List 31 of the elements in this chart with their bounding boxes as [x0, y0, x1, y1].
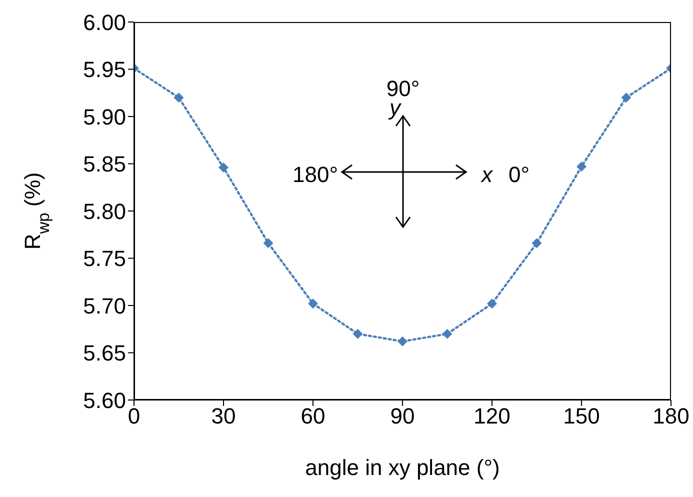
y-tick-label: 5.90 [83, 104, 126, 130]
x-tick-label: 90 [390, 404, 415, 429]
x-tick-label: 150 [563, 404, 600, 429]
point [621, 92, 632, 103]
point [218, 162, 228, 173]
point [308, 298, 318, 309]
annotation: 180° [292, 162, 338, 187]
point [398, 336, 408, 346]
point [352, 328, 363, 339]
annotation: x [480, 162, 494, 187]
point [576, 162, 586, 172]
y-tick-label: 5.85 [83, 152, 126, 177]
x-tick-label: 60 [300, 404, 326, 429]
annotation: 0° [508, 162, 530, 187]
point [442, 328, 452, 339]
y-tick-label: 5.80 [83, 198, 126, 224]
x-tick-label: 180 [652, 404, 690, 429]
point [532, 238, 542, 248]
x-tick-label: 30 [211, 404, 236, 429]
y-tick-label: 5.60 [83, 388, 126, 413]
x-tick-label: 0 [128, 404, 140, 429]
y-tick-label: 5.65 [83, 340, 126, 366]
x-tick-label: 120 [474, 404, 510, 429]
point [263, 238, 274, 248]
y-tick-label: 5.70 [83, 293, 126, 318]
point [487, 298, 497, 309]
y-tick-label: 6.00 [83, 10, 126, 35]
y-tick-label: 5.95 [83, 57, 126, 82]
x-axis-title: angle in xy plane (°) [305, 455, 500, 480]
y-tick-label: 5.75 [83, 246, 126, 272]
point [174, 92, 184, 103]
